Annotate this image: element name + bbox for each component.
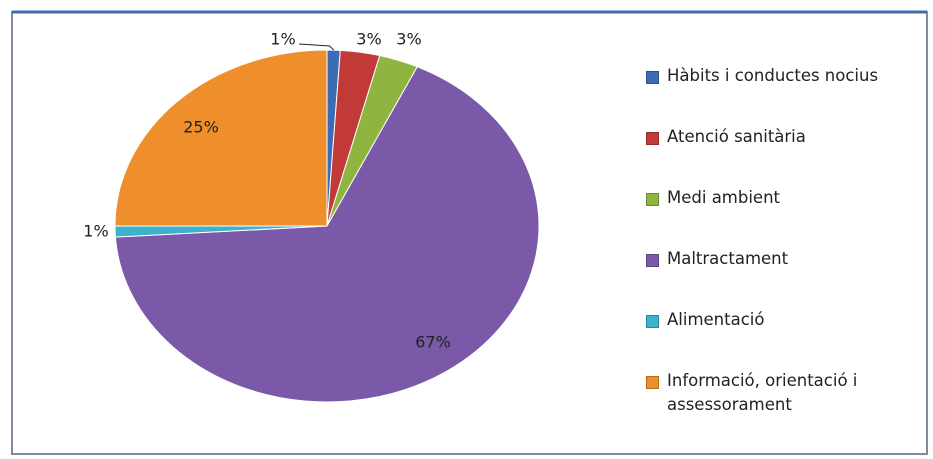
legend-entry: Maltractament [646,247,908,308]
legend: Hàbits i conductes nocius Atenció sanitàr… [646,64,908,430]
legend-entry: Hàbits i conductes nocius [646,64,908,125]
data-label: 3% [396,30,421,49]
legend-label: Medi ambient [667,188,781,207]
legend-swatch [646,71,659,84]
legend-swatch [646,132,659,145]
data-label: 1% [270,30,295,49]
legend-entry: Medi ambient [646,186,908,247]
data-label: 67% [415,333,451,352]
pie-slice [114,49,328,227]
pie-slice [114,66,540,403]
leader-line [298,43,335,51]
legend-label: Atenció sanitària [667,127,806,146]
legend-entry: Alimentació [646,308,908,369]
legend-label: Hàbits i conductes nocius [667,66,879,85]
legend-swatch [646,254,659,267]
legend-label: Alimentació [667,310,765,329]
legend-label: Informació, orientació i assessorament [667,371,858,414]
legend-swatch [646,376,659,389]
legend-swatch [646,315,659,328]
legend-label: Maltractament [667,249,789,268]
legend-swatch [646,193,659,206]
data-label: 25% [183,118,219,137]
legend-entry: Informació, orientació i assessorament [646,369,908,430]
data-label: 3% [356,30,381,49]
pie: 1% 3% 3% 67% 1% 25% [83,30,540,403]
data-label: 1% [83,222,108,241]
legend-entry: Atenció sanitària [646,125,908,186]
